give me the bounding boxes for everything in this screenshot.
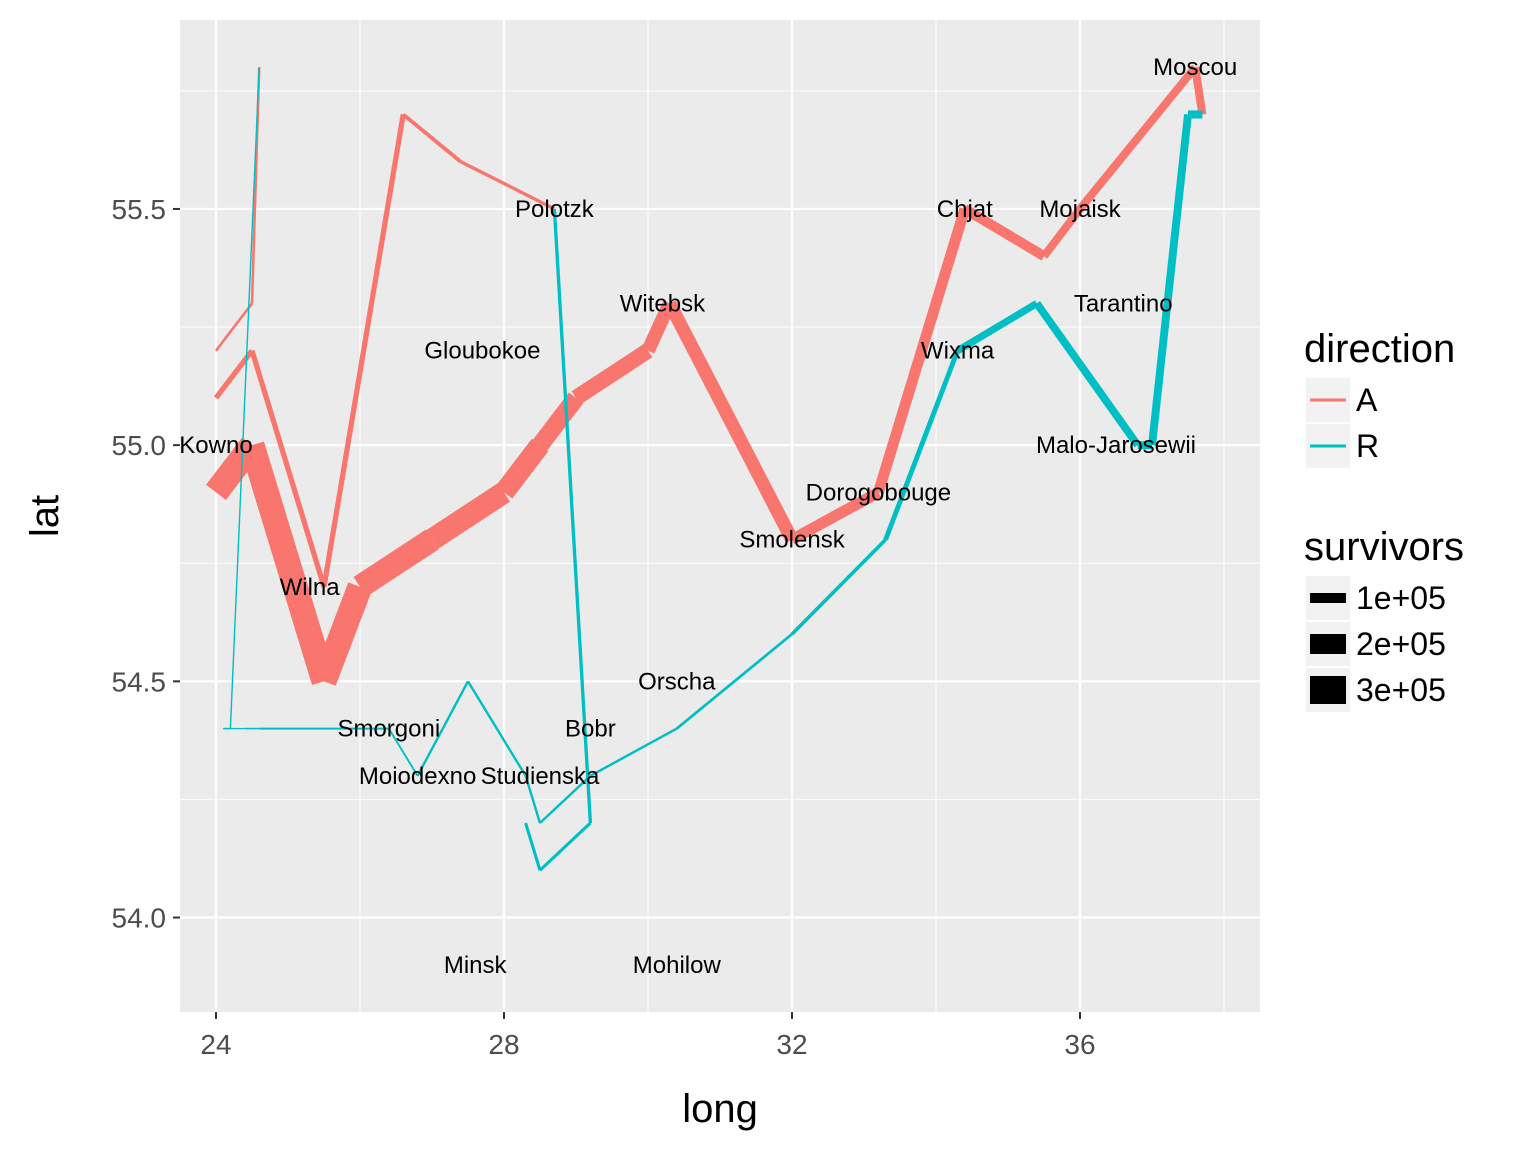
path-segment-a [240, 441, 336, 685]
plot-panel [180, 20, 1260, 1012]
city-labels: Kowno Wilna Smorgoni Moiodexno Gloubokoe Mins… [179, 54, 1237, 979]
troop-paths [206, 64, 1207, 872]
legend-direction-title: direction [1304, 327, 1455, 371]
city-label: Dorogobouge [806, 479, 951, 506]
city-label: Orscha [638, 668, 716, 695]
x-axis-title: long [682, 1087, 758, 1131]
city-label: Mohilow [633, 952, 722, 979]
path-segment-a [873, 207, 971, 494]
path-segment-a [214, 302, 254, 352]
path-segment-a [571, 344, 653, 405]
path-segment-r [539, 774, 592, 824]
path-segment-r [466, 680, 527, 777]
path-segment-a [1191, 66, 1207, 116]
legend-direction: direction A R [1304, 327, 1455, 468]
city-label: Smolensk [739, 527, 845, 554]
legend-label-1e5: 1e+05 [1356, 580, 1446, 616]
path-segment-a [249, 349, 327, 588]
legend-label-3e5: 3e+05 [1356, 672, 1446, 708]
legend-label-2e5: 2e+05 [1356, 626, 1446, 662]
city-label: Wixma [921, 338, 995, 365]
city-label: Studienska [481, 763, 600, 790]
path-segment-a [312, 582, 372, 686]
y-tick-label: 55.0 [112, 430, 167, 461]
path-segment-a [495, 438, 549, 499]
path-segment-r [1033, 301, 1141, 448]
x-tick-label: 28 [488, 1029, 519, 1060]
path-segment-r [589, 727, 678, 777]
city-label: Moscou [1153, 54, 1237, 81]
path-segment-a [401, 112, 463, 164]
city-label: Wilna [280, 574, 341, 601]
x-tick-label: 32 [776, 1029, 807, 1060]
path-segment-a [641, 300, 676, 354]
path-segment-r [675, 633, 793, 730]
y-tick-label: 54.0 [112, 903, 167, 934]
y-tick-label: 55.5 [112, 194, 167, 225]
city-label: Gloubokoe [424, 338, 540, 365]
x-axis: 24 28 32 36 [200, 1012, 1096, 1060]
city-label: Minsk [444, 952, 508, 979]
path-segment-r [790, 538, 887, 636]
city-label: Smorgoni [337, 716, 440, 743]
legend-label-a: A [1356, 382, 1378, 418]
x-tick-label: 36 [1064, 1029, 1095, 1060]
path-segment-a [1040, 206, 1084, 259]
path-segment-a [321, 114, 406, 588]
path-segment-r [524, 775, 542, 824]
path-segment-r [552, 208, 593, 824]
y-axis-title: lat [23, 495, 67, 537]
legend-label-r: R [1356, 428, 1379, 464]
path-segment-a [532, 392, 584, 451]
city-label: Polotzk [515, 196, 595, 223]
legend-survivors: survivors 1e+05 2e+05 3e+05 [1304, 525, 1464, 712]
path-segment-r [883, 349, 960, 541]
path-segment-r [524, 822, 542, 871]
grid-major [180, 20, 1260, 1012]
path-segment-a [425, 483, 511, 549]
path-segment-r [388, 728, 419, 777]
path-segment-a [962, 204, 1047, 261]
path-segment-r [538, 821, 592, 872]
y-axis: 54.0 54.5 55.0 55.5 [112, 194, 180, 934]
legend-survivors-title: survivors [1304, 525, 1464, 569]
city-label: Mojaisk [1039, 196, 1121, 223]
city-label: Chjat [937, 196, 993, 223]
path-segment-r [955, 300, 1039, 354]
city-label: Kowno [179, 432, 252, 459]
path-segment-r [1148, 114, 1192, 446]
x-tick-label: 24 [200, 1029, 231, 1060]
city-label: Bobr [565, 716, 616, 743]
path-segment-r [229, 67, 260, 729]
city-label: Malo-Jarosewii [1036, 432, 1196, 459]
city-label: Witebsk [620, 290, 706, 317]
path-segment-r [416, 680, 470, 777]
path-segment-a [353, 529, 439, 597]
y-tick-label: 54.5 [112, 666, 167, 697]
path-segment-a [460, 160, 556, 211]
path-segment-a [1076, 64, 1199, 212]
city-label: Tarantino [1074, 290, 1173, 317]
city-label: Moiodexno [359, 763, 476, 790]
path-segment-a [789, 487, 882, 545]
path-segment-a [663, 300, 798, 543]
